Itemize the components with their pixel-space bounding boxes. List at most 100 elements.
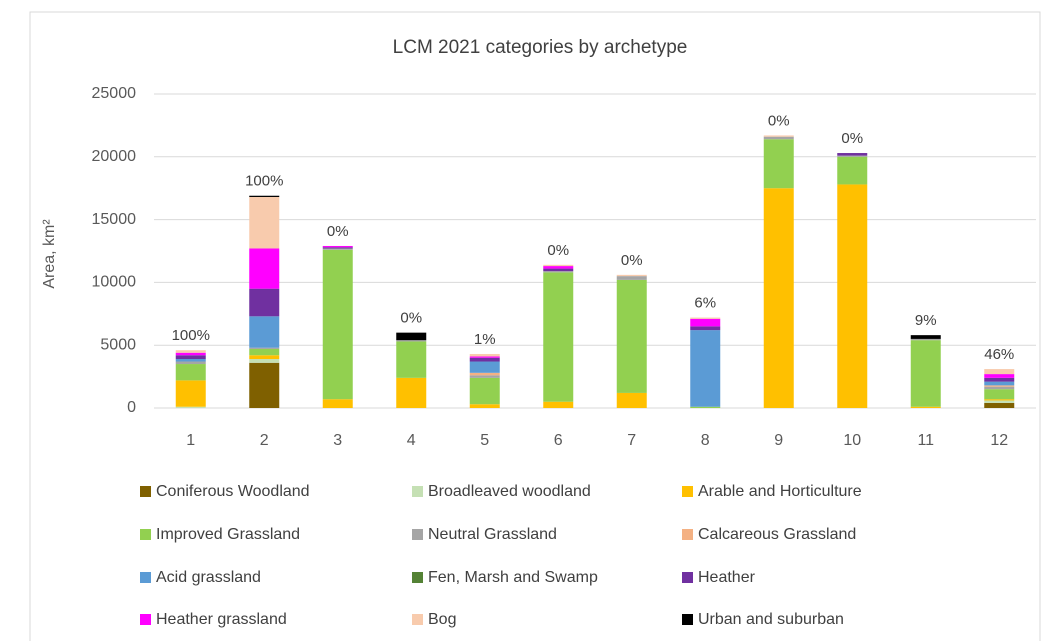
bar-segment [616, 279, 647, 393]
legend-swatch [682, 614, 693, 625]
bar-segment [543, 264, 574, 267]
bar-segment [910, 335, 941, 339]
x-tick-label: 7 [627, 432, 636, 449]
bar-segment [249, 196, 280, 249]
bar-segment [322, 245, 353, 248]
chart-frame [29, 11, 1041, 641]
legend-swatch [682, 529, 693, 540]
bar-segment [175, 361, 206, 365]
bar-segment [984, 389, 1015, 400]
x-tick-label: 2 [260, 432, 269, 449]
bar-segment [469, 357, 500, 362]
y-tick-label: 20000 [92, 148, 137, 165]
bar-segment [249, 355, 280, 360]
bar-segment [984, 400, 1015, 403]
legend-swatch [140, 572, 151, 583]
bar-segment [396, 341, 427, 378]
bar-segment [322, 248, 353, 250]
bar-segment [616, 276, 647, 280]
bar-segment [249, 362, 280, 408]
legend-label: Heather [698, 569, 756, 586]
bar-segment [396, 332, 427, 341]
bar-segment [249, 347, 280, 349]
bar-segment [543, 272, 574, 402]
bar-segment [249, 348, 280, 356]
bar-segment [175, 364, 206, 381]
bar-segment [543, 266, 574, 269]
y-tick-label: 5000 [100, 336, 136, 353]
bar-segment [984, 374, 1015, 378]
y-tick-label: 15000 [92, 211, 137, 228]
bar-segment [910, 406, 941, 408]
bar-segment [469, 372, 500, 376]
legend-label: Improved Grassland [156, 526, 300, 543]
y-tick-label: 10000 [92, 274, 137, 291]
bar-segment [984, 381, 1015, 386]
bar-annotation: 1% [474, 331, 496, 348]
bar-segment [690, 406, 721, 408]
legend-label: Arable and Horticulture [698, 483, 862, 500]
chart-title: LCM 2021 categories by archetype [393, 37, 688, 58]
x-tick-label: 1 [186, 432, 195, 449]
bar-annotation: 6% [694, 295, 716, 312]
legend-label: Neutral Grassland [428, 526, 557, 543]
bar-segment [984, 377, 1015, 382]
bar-segment [469, 375, 500, 378]
bar-segment [396, 377, 427, 408]
bar-segment [837, 184, 868, 408]
x-tick-label: 4 [407, 432, 416, 449]
legend-swatch [412, 486, 423, 497]
bar-annotation: 0% [621, 252, 643, 269]
legend-swatch [682, 486, 693, 497]
legend-swatch [412, 572, 423, 583]
bar-segment [690, 318, 721, 327]
bar-segment [249, 248, 280, 289]
bar-segment [910, 340, 941, 407]
legend-label: Fen, Marsh and Swamp [428, 569, 598, 586]
legend-swatch [140, 614, 151, 625]
bar-segment [175, 355, 206, 360]
x-tick-label: 6 [554, 432, 563, 449]
bar-segment [763, 188, 794, 408]
bar-segment [763, 136, 794, 140]
bar-segment [690, 317, 721, 319]
x-tick-label: 3 [333, 432, 342, 449]
bar-segment [984, 402, 1015, 408]
x-tick-label: 12 [990, 432, 1008, 449]
bar-segment [396, 340, 427, 342]
bar-segment [249, 316, 280, 348]
legend-label: Urban and suburban [698, 611, 844, 628]
bar-annotation: 9% [915, 312, 937, 329]
x-tick-label: 8 [701, 432, 710, 449]
bar-segment [616, 274, 647, 277]
bar-annotation: 100% [245, 173, 283, 190]
bar-segment [837, 155, 868, 157]
bar-segment [763, 139, 794, 189]
bar-segment [469, 361, 500, 373]
bar-annotation: 46% [984, 346, 1014, 363]
bar-segment [690, 330, 721, 407]
bar-segment [984, 386, 1015, 390]
bar-segment [469, 356, 500, 358]
bar-segment [175, 350, 206, 353]
bar-segment [249, 195, 280, 197]
bar-segment [690, 326, 721, 331]
bar-segment [469, 404, 500, 408]
bar-segment [984, 385, 1015, 387]
bar-annotation: 0% [327, 223, 349, 240]
y-tick-label: 0 [127, 399, 136, 416]
bar-segment [175, 359, 206, 362]
bar-segment [837, 153, 868, 156]
legend-swatch [682, 572, 693, 583]
bar-segment [175, 380, 206, 407]
bar-segment [984, 399, 1015, 401]
bar-segment [984, 369, 1015, 375]
bar-annotation: 100% [172, 327, 210, 344]
bar-segment [763, 135, 794, 137]
legend-label: Acid grassland [156, 569, 261, 586]
legend-label: Calcareous Grassland [698, 526, 856, 543]
bar-segment [249, 288, 280, 317]
legend-label: Broadleaved woodland [428, 483, 591, 500]
y-axis-label: Area, km² [41, 219, 58, 289]
